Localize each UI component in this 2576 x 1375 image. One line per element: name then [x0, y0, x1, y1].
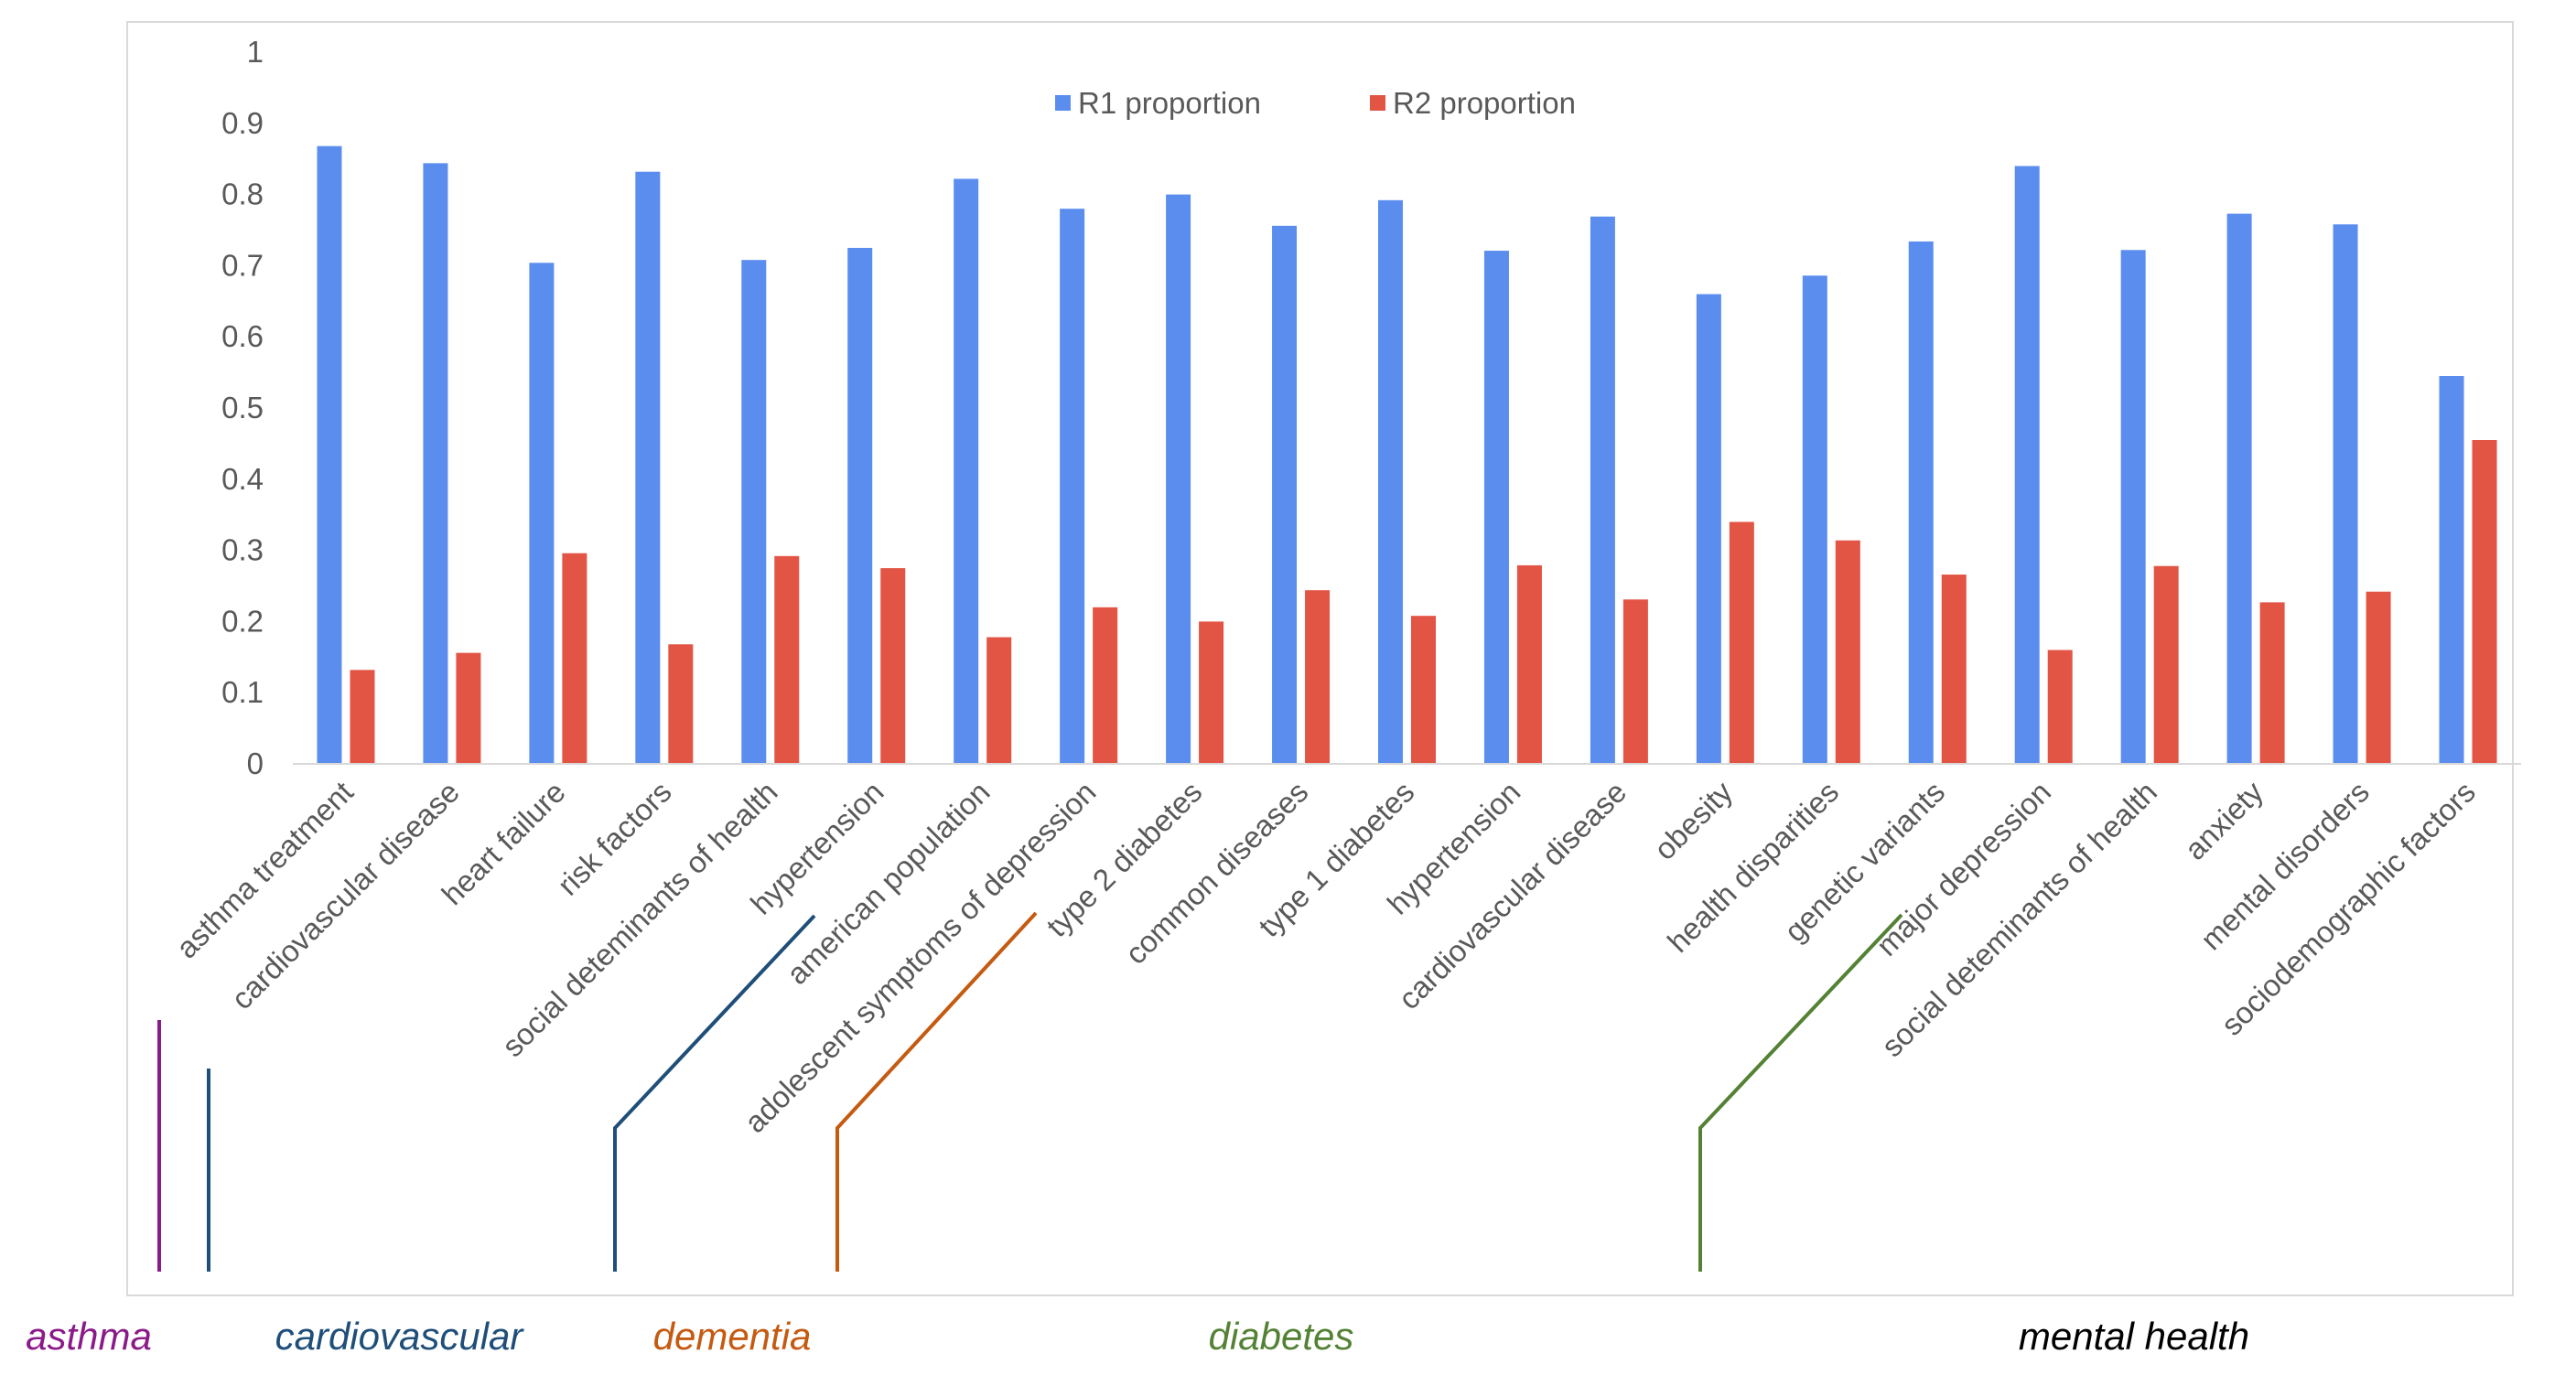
- group-bracket: [1698, 913, 1903, 1272]
- bar-r1: [1060, 209, 1085, 764]
- legend: R1 proportion R2 proportion: [1055, 86, 1576, 120]
- bar-r1: [2120, 250, 2146, 764]
- bar-r1: [1590, 216, 1615, 764]
- y-tick-label: 0.9: [221, 106, 264, 140]
- bar-r1: [741, 260, 767, 764]
- bar-r1: [954, 178, 979, 764]
- group-bracket: [835, 911, 1038, 1272]
- y-tick-label: 0.7: [221, 248, 264, 282]
- bar-r1: [423, 163, 448, 765]
- bar-r1: [2333, 224, 2358, 764]
- legend-label: R2 proportion: [1393, 86, 1576, 120]
- y-tick-label: 0.4: [221, 462, 264, 496]
- bar-r2: [1305, 590, 1331, 764]
- bar-r2: [2047, 650, 2073, 764]
- bar-r1: [2014, 166, 2040, 765]
- y-tick-label: 0.6: [221, 319, 264, 353]
- bar-r1: [635, 171, 661, 765]
- group-label-diabetes: diabetes: [1209, 1315, 1354, 1358]
- bar-r1: [1378, 199, 1403, 765]
- group-label-mental-health: mental health: [2019, 1315, 2249, 1358]
- bar-r2: [456, 652, 481, 764]
- bar-r1: [1802, 275, 1827, 764]
- bar-r2: [1093, 607, 1118, 764]
- y-tick-label: 0.8: [221, 177, 264, 211]
- bar-r2: [986, 637, 1012, 764]
- y-tick-label: 1: [247, 35, 264, 69]
- bar-r1: [1696, 294, 1721, 764]
- bar-r1: [2226, 213, 2252, 764]
- bar-r2: [1516, 564, 1542, 764]
- bar-r1: [1483, 251, 1509, 764]
- y-tick-label: 0.3: [221, 533, 264, 567]
- bar-r1: [1272, 225, 1298, 764]
- bar-r1: [1908, 241, 1934, 764]
- bar-r2: [2153, 565, 2179, 764]
- bar-r1: [2439, 375, 2464, 764]
- y-tick-label: 0.5: [221, 391, 264, 424]
- bar-r1: [1166, 194, 1191, 765]
- bar-r2: [1622, 599, 1648, 764]
- bar-r2: [1411, 616, 1436, 764]
- y-tick-label: 0.2: [221, 604, 264, 638]
- legend-label: R1 proportion: [1078, 86, 1261, 120]
- group-label-asthma: asthma: [26, 1315, 152, 1358]
- y-tick-label: 0: [247, 747, 264, 780]
- bar-r2: [774, 555, 800, 764]
- bar-r2: [1941, 575, 1967, 764]
- bar-r2: [1729, 521, 1754, 764]
- bar-r2: [562, 553, 587, 764]
- group-bracket: [613, 914, 816, 1272]
- bar-r2: [880, 568, 906, 764]
- legend-swatch: [1055, 95, 1071, 111]
- bars: [317, 145, 2497, 765]
- bar-r2: [2366, 591, 2391, 764]
- bar-r1: [847, 247, 873, 764]
- legend-swatch: [1370, 95, 1385, 111]
- y-tick-label: 0.1: [221, 675, 264, 709]
- group-brackets: [157, 911, 1903, 1272]
- bar-r2: [350, 670, 375, 764]
- bar-r2: [1199, 621, 1224, 764]
- bar-r2: [2472, 440, 2497, 764]
- bar-r1: [529, 263, 555, 765]
- bar-r2: [2259, 602, 2285, 764]
- group-label-dementia: dementia: [653, 1315, 812, 1358]
- bar-r2: [668, 644, 694, 764]
- group-labels: asthma cardiovascular dementia diabetes ment…: [26, 1315, 2249, 1358]
- y-axis-ticks: 0 0.1 0.2 0.3 0.4 0.5 0.6 0.7 0.8 0.9 1: [221, 35, 264, 780]
- bar-r1: [317, 145, 342, 765]
- bar-r2: [1835, 540, 1860, 764]
- group-label-cardiovascular: cardiovascular: [275, 1315, 525, 1358]
